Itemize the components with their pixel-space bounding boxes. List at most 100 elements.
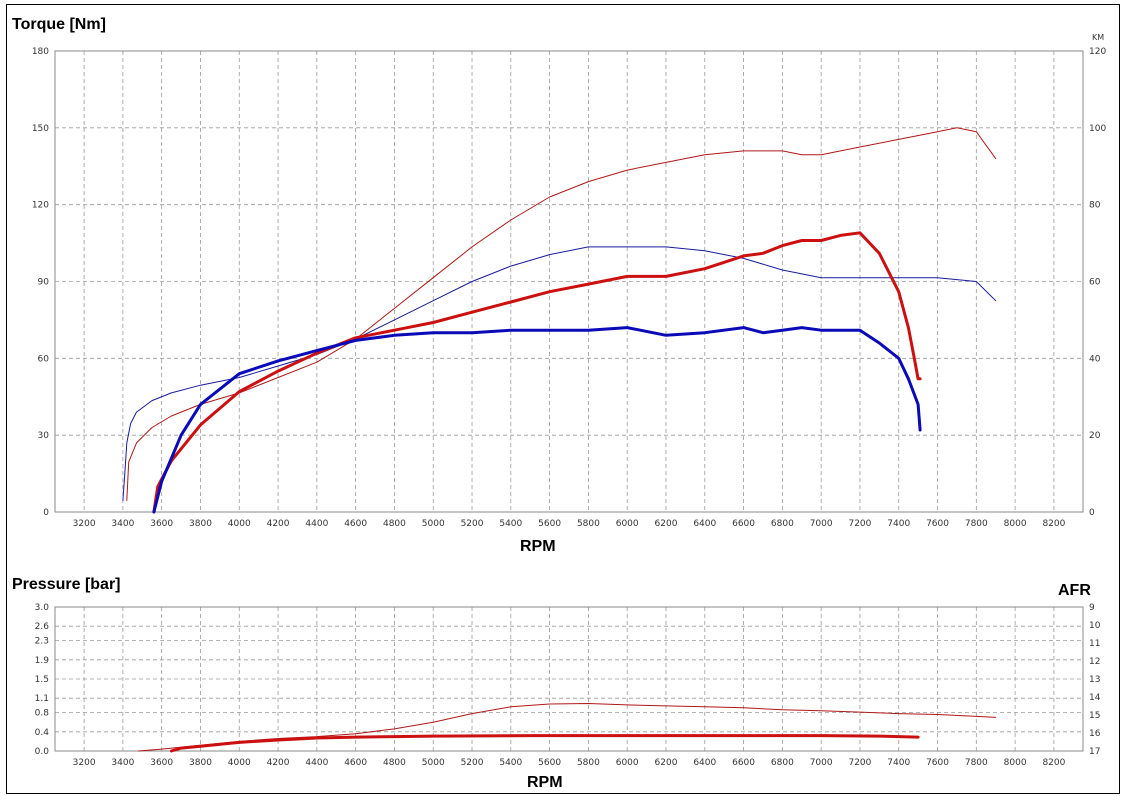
torque-x-tick-label: 7400 xyxy=(887,519,910,529)
pressure-x-tick-label: 8000 xyxy=(1004,758,1027,768)
torque-y-tick-label: 150 xyxy=(32,124,49,134)
torque-series-3 xyxy=(152,231,922,514)
torque-y-tick-label: 60 xyxy=(38,354,50,364)
pressure-x-tick-label: 7800 xyxy=(965,758,988,768)
pressure-series-2 xyxy=(169,734,920,753)
torque-x-tick-label: 4000 xyxy=(228,519,251,529)
pressure-y2-tick-label: 13 xyxy=(1089,675,1100,685)
pressure-x-tick-label: 7400 xyxy=(887,758,910,768)
pressure-x-tick-label: 7200 xyxy=(848,758,871,768)
pressure-x-tick-label: 3600 xyxy=(150,758,173,768)
pressure-x-tick-label: 5000 xyxy=(422,758,445,768)
pressure-x-tick-label: 6400 xyxy=(693,758,716,768)
torque-x-tick-label: 7600 xyxy=(926,519,949,529)
torque-series-2 xyxy=(122,246,997,501)
torque-x-tick-label: 7000 xyxy=(810,519,833,529)
torque-y2-tick-label: 0 xyxy=(1089,508,1095,518)
pressure-plot-border xyxy=(54,606,1084,752)
torque-plot-border xyxy=(54,50,1084,513)
torque-x-tick-label: 3200 xyxy=(73,519,96,529)
pressure-x-tick-label: 6000 xyxy=(616,758,639,768)
pressure-x-tick-label: 3400 xyxy=(111,758,134,768)
torque-y-tick-label: 0 xyxy=(43,508,49,518)
torque-x-tick-label: 6600 xyxy=(732,519,755,529)
pressure-y-tick-label: 1.1 xyxy=(35,694,49,704)
pressure-y-tick-label: 0.4 xyxy=(35,728,50,738)
torque-x-tick-label: 6000 xyxy=(616,519,639,529)
torque-x-tick-label: 8000 xyxy=(1004,519,1027,529)
pressure-y2-tick-label: 14 xyxy=(1089,693,1101,703)
torque-y-tick-label: 90 xyxy=(38,278,50,288)
pressure-y2-tick-label: 12 xyxy=(1089,657,1100,667)
torque-x-tick-label: 3600 xyxy=(150,519,173,529)
pressure-x-tick-label: 5600 xyxy=(538,758,561,768)
pressure-y-tick-label: 1.5 xyxy=(35,675,49,685)
torque-y2-tick-label: 40 xyxy=(1089,354,1101,364)
torque-y2-tick-label: 120 xyxy=(1089,47,1106,57)
km-axis-label: KM xyxy=(1092,33,1104,42)
pressure-y-tick-label: 3.0 xyxy=(35,603,50,613)
pressure-x-tick-label: 4400 xyxy=(305,758,328,768)
torque-x-tick-label: 6400 xyxy=(693,519,716,529)
torque-x-tick-label: 4400 xyxy=(305,519,328,529)
torque-x-tick-label: 3400 xyxy=(111,519,134,529)
torque-x-tick-label: 8200 xyxy=(1042,519,1065,529)
torque-x-tick-label: 6800 xyxy=(771,519,794,529)
torque-x-tick-label: 4600 xyxy=(344,519,367,529)
chart-frame xyxy=(6,4,1120,794)
torque-series-1 xyxy=(126,127,997,501)
pressure-x-tick-label: 5200 xyxy=(461,758,484,768)
pressure-y-tick-label: 0.8 xyxy=(35,709,50,719)
pressure-x-tick-label: 4000 xyxy=(228,758,251,768)
torque-x-tick-label: 5400 xyxy=(499,519,522,529)
afr-axis-label: AFR xyxy=(1058,582,1091,599)
torque-chart-title: Torque [Nm] xyxy=(12,16,106,33)
pressure-y2-tick-label: 11 xyxy=(1089,639,1100,649)
torque-x-tick-label: 5800 xyxy=(577,519,600,529)
pressure-x-tick-label: 6200 xyxy=(655,758,678,768)
pressure-x-tick-label: 7600 xyxy=(926,758,949,768)
torque-y2-tick-label: 60 xyxy=(1089,278,1101,288)
pressure-x-tick-label: 6600 xyxy=(732,758,755,768)
pressure-x-tick-label: 3800 xyxy=(189,758,212,768)
torque-x-tick-label: 4800 xyxy=(383,519,406,529)
pressure-y-tick-label: 0.0 xyxy=(35,747,50,757)
torque-y-tick-label: 30 xyxy=(38,431,50,441)
pressure-x-tick-label: 3200 xyxy=(73,758,96,768)
pressure-y2-tick-label: 16 xyxy=(1089,729,1101,739)
pressure-y-tick-label: 2.6 xyxy=(35,622,50,632)
pressure-y2-tick-label: 17 xyxy=(1089,747,1100,757)
torque-y-tick-label: 120 xyxy=(32,201,49,211)
torque-y2-tick-label: 20 xyxy=(1089,431,1101,441)
torque-y2-tick-label: 80 xyxy=(1089,201,1101,211)
pressure-y-tick-label: 1.9 xyxy=(35,656,50,666)
pressure-x-tick-label: 5800 xyxy=(577,758,600,768)
pressure-y-tick-label: 2.3 xyxy=(35,637,49,647)
pressure-x-tick-label: 4200 xyxy=(267,758,290,768)
torque-x-tick-label: 3800 xyxy=(189,519,212,529)
torque-x-tick-label: 6200 xyxy=(655,519,678,529)
pressure-x-tick-label: 4800 xyxy=(383,758,406,768)
torque-x-tick-label: 7800 xyxy=(965,519,988,529)
pressure-x-axis-label: RPM xyxy=(527,774,563,791)
pressure-x-tick-label: 6800 xyxy=(771,758,794,768)
pressure-series-1 xyxy=(137,703,997,752)
pressure-x-tick-label: 7000 xyxy=(810,758,833,768)
pressure-y2-tick-label: 9 xyxy=(1089,603,1095,613)
torque-x-axis-label: RPM xyxy=(520,538,556,555)
torque-x-tick-label: 7200 xyxy=(848,519,871,529)
pressure-y2-tick-label: 15 xyxy=(1089,711,1100,721)
pressure-x-tick-label: 5400 xyxy=(499,758,522,768)
torque-x-tick-label: 5200 xyxy=(461,519,484,529)
torque-x-tick-label: 5600 xyxy=(538,519,561,529)
pressure-x-tick-label: 8200 xyxy=(1042,758,1065,768)
torque-y2-tick-label: 100 xyxy=(1089,124,1106,134)
torque-series-4 xyxy=(152,326,922,514)
pressure-x-tick-label: 4600 xyxy=(344,758,367,768)
torque-x-tick-label: 4200 xyxy=(267,519,290,529)
torque-y-tick-label: 180 xyxy=(32,47,49,57)
torque-x-tick-label: 5000 xyxy=(422,519,445,529)
pressure-chart-title: Pressure [bar] xyxy=(12,576,121,593)
pressure-y2-tick-label: 10 xyxy=(1089,621,1101,631)
